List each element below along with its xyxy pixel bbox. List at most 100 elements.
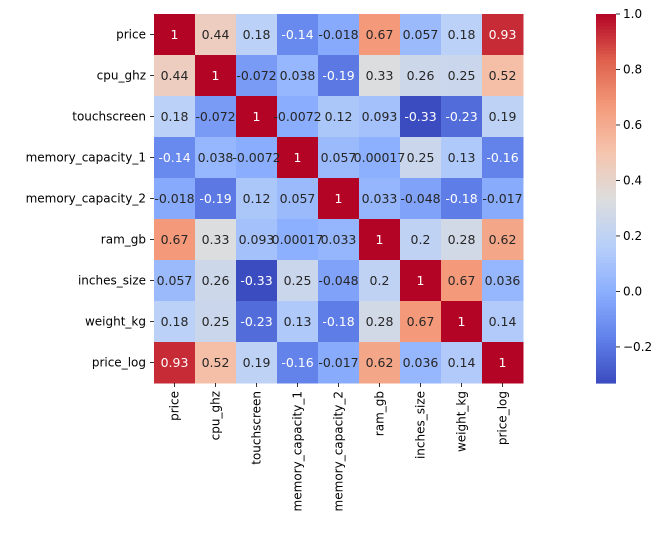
colorbar-strip: [596, 121, 616, 126]
colorbar-strip: [596, 210, 616, 215]
y-tick-label: touchscreen: [72, 110, 146, 124]
cell-annotation: 1: [376, 232, 384, 247]
y-tick-label: price: [116, 28, 146, 42]
colorbar-strip: [596, 53, 616, 58]
colorbar-strip: [596, 66, 616, 70]
colorbar-strip: [596, 69, 616, 74]
heatmap-cell: [482, 219, 524, 261]
cell-annotation: 0.057: [321, 150, 357, 165]
heatmap-cell: [154, 301, 196, 343]
colorbar-strip: [596, 266, 616, 270]
colorbar-strip: [596, 158, 616, 163]
colorbar-strip: [596, 133, 616, 138]
heatmap-cell: [236, 96, 278, 138]
colorbar-strip: [596, 333, 616, 338]
colorbar-strip: [596, 100, 616, 104]
cell-annotation: -0.16: [281, 355, 313, 370]
heatmap-cell: [359, 219, 401, 261]
colorbar-strip: [596, 352, 616, 356]
heatmap-cell: [441, 55, 483, 97]
heatmap-cell: [277, 178, 319, 220]
cell-annotation: -0.018: [154, 191, 194, 206]
colorbar-strip: [596, 269, 616, 273]
cell-annotation: 0.057: [280, 191, 316, 206]
colorbar: −0.2 0.0 0.2 0.4 0.6 0.8 1.0: [596, 7, 652, 384]
cell-annotation: -0.23: [240, 314, 272, 329]
heatmap-cell: [195, 96, 237, 138]
cell-annotation: 0.036: [403, 355, 439, 370]
cell-annotation: 0.13: [448, 150, 476, 165]
heatmap-cell: [482, 96, 524, 138]
heatmap-cell: [236, 14, 278, 56]
y-tick-label: cpu_ghz: [97, 69, 146, 83]
cell-annotation: 0.057: [157, 273, 193, 288]
cell-annotation: 0.2: [370, 273, 390, 288]
cell-annotation: 0.44: [161, 68, 189, 83]
cell-annotation: 1: [212, 68, 220, 83]
colorbar-strip: [596, 349, 616, 353]
y-tick-label: price_log: [92, 356, 146, 370]
heatmap-cell: [195, 55, 237, 97]
colorbar-strip: [596, 146, 616, 150]
heatmap-cell: [400, 96, 442, 138]
cell-annotation: -0.33: [404, 109, 436, 124]
colorbar-strip: [596, 26, 616, 30]
colorbar-strip: [596, 84, 616, 89]
cell-annotation: 0.18: [243, 27, 271, 42]
heatmap-cell: [400, 137, 442, 179]
cell-annotation: -0.072: [195, 109, 235, 124]
heatmap-cell: [195, 219, 237, 261]
cell-annotation: 0.93: [161, 355, 189, 370]
heatmap-cell: [441, 219, 483, 261]
colorbar-strip: [596, 241, 616, 246]
colorbar-strip: [596, 238, 616, 243]
colorbar-tick-label: 0.8: [623, 62, 642, 76]
colorbar-strip: [596, 57, 616, 61]
colorbar-strip: [596, 63, 616, 67]
colorbar-strip: [596, 118, 616, 123]
heatmap-cell: [154, 342, 196, 384]
colorbar-strip: [596, 229, 616, 233]
colorbar-strip: [596, 306, 616, 310]
colorbar-strip: [596, 60, 616, 64]
colorbar-tick-label: 0.0: [623, 284, 642, 298]
heatmap-cell: [154, 178, 196, 220]
colorbar-strip: [596, 180, 616, 184]
y-tick-label: memory_capacity_1: [26, 151, 146, 165]
heatmap-cell: [277, 137, 319, 179]
colorbar-strip: [596, 112, 616, 117]
cell-annotation: 0.44: [202, 27, 230, 42]
cell-annotation: 0.033: [321, 232, 357, 247]
cell-annotation: 0.28: [448, 232, 476, 247]
colorbar-strip: [596, 339, 616, 344]
heatmap-cell: [195, 137, 237, 179]
colorbar-tick-label: −0.2: [623, 340, 652, 354]
heatmap-cell: [277, 342, 319, 384]
cell-annotation: 0.093: [362, 109, 398, 124]
heatmap-cell: [318, 342, 360, 384]
heatmap-cell: [400, 301, 442, 343]
x-tick-label: cpu_ghz: [209, 391, 223, 440]
colorbar-strip: [596, 143, 616, 147]
heatmap-cell: [482, 301, 524, 343]
cell-annotation: 0.00017: [272, 232, 324, 247]
colorbar-strip: [596, 235, 616, 240]
colorbar-strip: [596, 109, 616, 113]
colorbar-strip: [596, 278, 616, 283]
cell-annotation: 0.25: [448, 68, 476, 83]
heatmap-cell: [195, 301, 237, 343]
colorbar-strip: [596, 14, 616, 18]
colorbar-strip: [596, 290, 616, 295]
heatmap-cell: [236, 219, 278, 261]
cell-annotation: -0.33: [240, 273, 272, 288]
heatmap-cell: [154, 137, 196, 179]
colorbar-strip: [596, 223, 616, 227]
cell-annotation: -0.18: [322, 314, 354, 329]
colorbar-strip: [596, 140, 616, 144]
colorbar-strip: [596, 309, 616, 313]
colorbar-strip: [596, 226, 616, 230]
cell-annotation: 0.12: [243, 191, 271, 206]
colorbar-strip: [596, 20, 616, 24]
colorbar-strip: [596, 220, 616, 224]
cell-annotation: -0.072: [236, 68, 276, 83]
